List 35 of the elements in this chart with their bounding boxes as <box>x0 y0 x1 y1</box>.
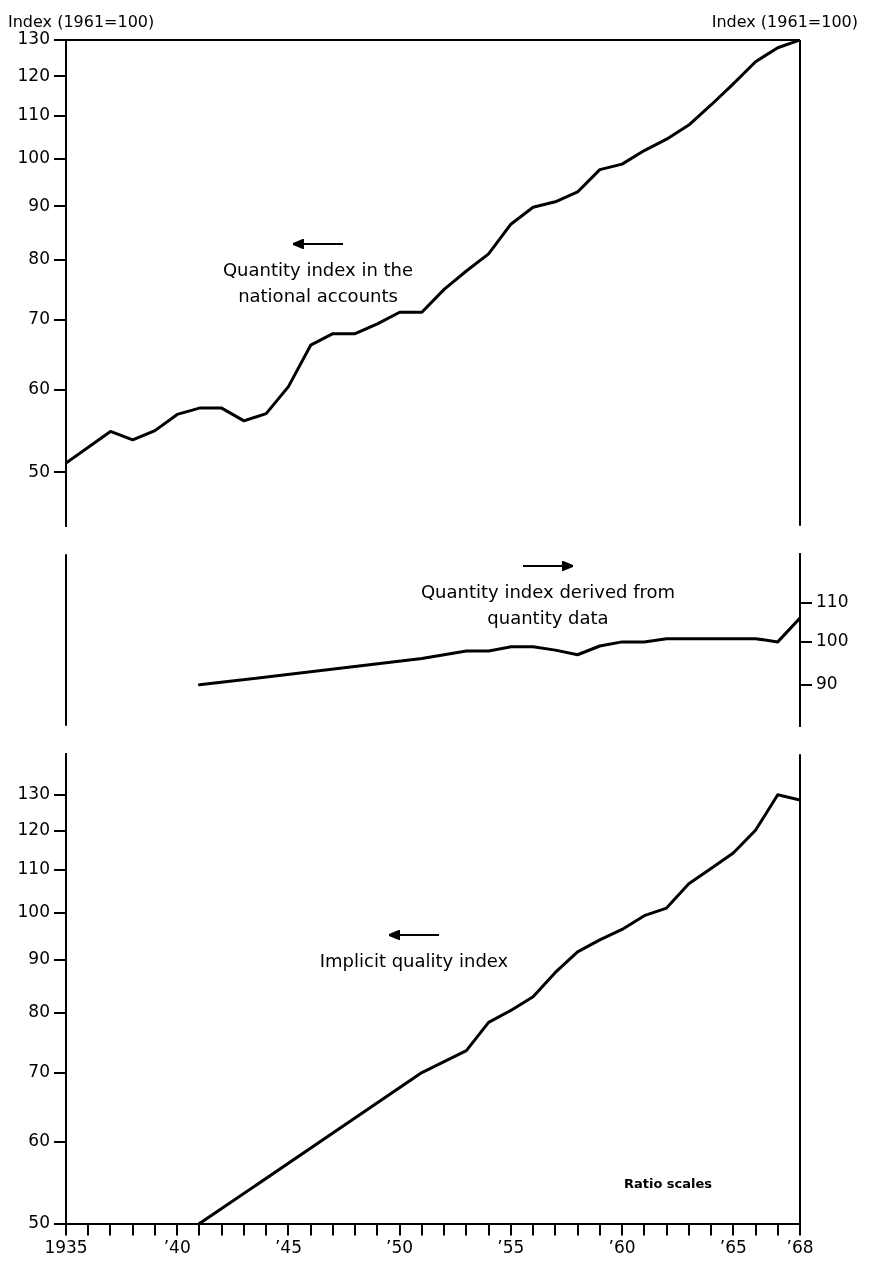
x-tick-label: ’40 <box>163 1237 191 1258</box>
x-tick-label: ’50 <box>386 1237 414 1258</box>
y2-tick-label: 90 <box>816 673 838 694</box>
y-tick-label: 130 <box>17 783 50 804</box>
y-axis-title: Index (1961=100) <box>8 12 155 31</box>
y-tick-label: 100 <box>17 900 50 921</box>
annotation: Ratio scales <box>623 1176 713 1192</box>
y-tick-label: 70 <box>28 1061 50 1082</box>
y-tick-label: 50 <box>28 460 50 481</box>
x-tick-label: ’65 <box>719 1237 747 1258</box>
x-tick-label: ’68 <box>786 1237 814 1258</box>
y2-tick-label: 100 <box>816 630 849 651</box>
y-tick-label: 120 <box>17 819 50 840</box>
y-tick-label: 100 <box>17 147 50 168</box>
y-tick-label: 130 <box>17 28 50 49</box>
x-tick-label: ’45 <box>274 1237 302 1258</box>
y-tick-label: 90 <box>28 948 50 969</box>
x-tick-label: ’55 <box>497 1237 525 1258</box>
legend-label: Quantity index in the national accounts <box>222 258 414 306</box>
x-tick-label: 1935 <box>44 1237 88 1258</box>
y-tick-label: 120 <box>17 64 50 85</box>
y-tick-label: 90 <box>28 194 50 215</box>
legend-label: Implicit quality index <box>319 949 509 971</box>
legend-label: Quantity index derived from quantity data <box>420 580 676 628</box>
y2-axis-title: Index (1961=100) <box>711 12 858 31</box>
y-tick-label: 70 <box>28 308 50 329</box>
y-tick-label: 80 <box>28 1001 50 1022</box>
y-tick-label: 110 <box>17 103 50 124</box>
y2-tick-label: 110 <box>816 591 849 612</box>
y-tick-label: 80 <box>28 247 50 268</box>
y-tick-label: 110 <box>17 858 50 879</box>
y-tick-label: 50 <box>28 1212 50 1233</box>
y-tick-label: 60 <box>28 1130 50 1151</box>
x-tick-label: ’60 <box>608 1237 636 1258</box>
y-tick-label: 60 <box>28 378 50 399</box>
